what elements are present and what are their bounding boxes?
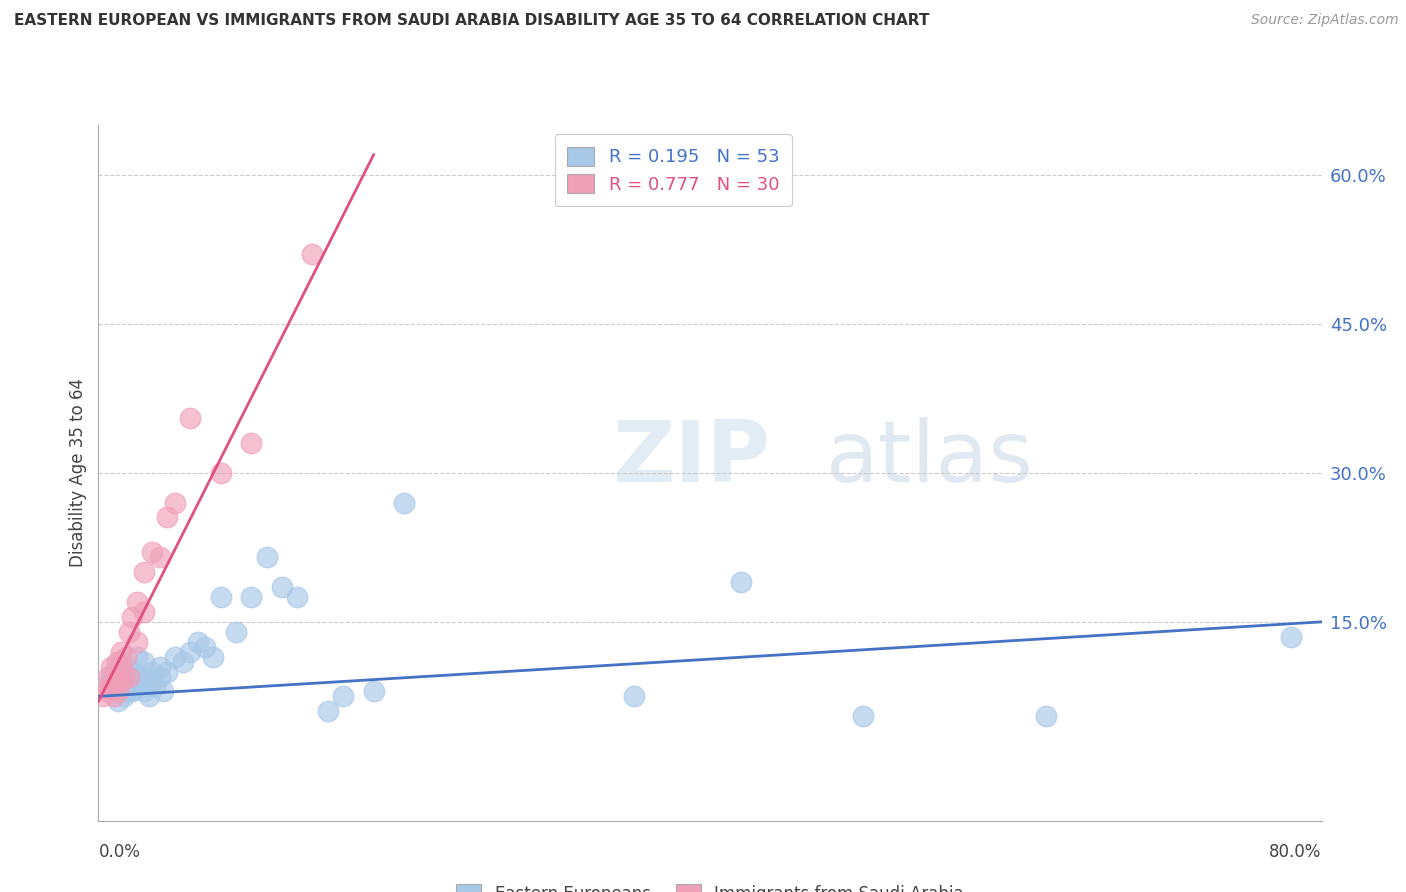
Point bbox=[125, 634, 148, 648]
Point bbox=[143, 680, 166, 694]
Point bbox=[209, 466, 232, 480]
Point bbox=[112, 690, 135, 704]
Point bbox=[110, 659, 132, 673]
Point bbox=[118, 669, 141, 683]
Point bbox=[103, 665, 125, 679]
Point bbox=[125, 649, 148, 664]
Point bbox=[156, 665, 179, 679]
Point bbox=[91, 690, 114, 704]
Point bbox=[136, 680, 159, 694]
Point bbox=[152, 684, 174, 698]
Point bbox=[118, 624, 141, 639]
Point bbox=[1035, 709, 1057, 723]
Point bbox=[301, 247, 323, 261]
Point bbox=[730, 575, 752, 590]
Point bbox=[134, 605, 156, 619]
Text: EASTERN EUROPEAN VS IMMIGRANTS FROM SAUDI ARABIA DISABILITY AGE 35 TO 64 CORRELA: EASTERN EUROPEAN VS IMMIGRANTS FROM SAUD… bbox=[14, 13, 929, 29]
Point bbox=[110, 665, 132, 679]
Point bbox=[118, 669, 141, 683]
Point bbox=[125, 680, 148, 694]
Text: 0.0%: 0.0% bbox=[98, 843, 141, 861]
Point bbox=[285, 590, 308, 604]
Point bbox=[138, 690, 160, 704]
Point bbox=[107, 684, 129, 698]
Point bbox=[270, 580, 292, 594]
Point bbox=[225, 624, 247, 639]
Point bbox=[332, 690, 354, 704]
Point bbox=[125, 595, 148, 609]
Point bbox=[316, 704, 339, 718]
Point bbox=[97, 669, 120, 683]
Point bbox=[172, 655, 194, 669]
Point bbox=[105, 655, 128, 669]
Point bbox=[110, 655, 132, 669]
Point bbox=[121, 665, 143, 679]
Point bbox=[363, 684, 385, 698]
Point bbox=[179, 411, 201, 425]
Point bbox=[100, 669, 122, 683]
Point bbox=[179, 645, 201, 659]
Point bbox=[112, 669, 135, 683]
Y-axis label: Disability Age 35 to 64: Disability Age 35 to 64 bbox=[69, 378, 87, 567]
Point bbox=[103, 674, 125, 689]
Text: Source: ZipAtlas.com: Source: ZipAtlas.com bbox=[1251, 13, 1399, 28]
Point bbox=[118, 659, 141, 673]
Point bbox=[110, 674, 132, 689]
Point bbox=[134, 565, 156, 579]
Point bbox=[149, 550, 172, 565]
Point bbox=[141, 545, 163, 559]
Point bbox=[240, 436, 263, 450]
Point bbox=[240, 590, 263, 604]
Point bbox=[623, 690, 645, 704]
Point bbox=[852, 709, 875, 723]
Point bbox=[110, 680, 132, 694]
Point bbox=[194, 640, 217, 654]
Point bbox=[100, 659, 122, 673]
Point bbox=[100, 680, 122, 694]
Text: ZIP: ZIP bbox=[612, 417, 770, 500]
Text: 80.0%: 80.0% bbox=[1270, 843, 1322, 861]
Point bbox=[105, 674, 128, 689]
Point bbox=[209, 590, 232, 604]
Point bbox=[110, 645, 132, 659]
Point bbox=[156, 510, 179, 524]
Point bbox=[121, 684, 143, 698]
Point bbox=[149, 659, 172, 673]
Legend: Eastern Europeans, Immigrants from Saudi Arabia: Eastern Europeans, Immigrants from Saudi… bbox=[450, 878, 970, 892]
Point bbox=[118, 684, 141, 698]
Point bbox=[1279, 630, 1302, 644]
Point bbox=[115, 649, 138, 664]
Point bbox=[94, 684, 117, 698]
Point bbox=[149, 669, 172, 683]
Point bbox=[129, 674, 152, 689]
Point bbox=[121, 610, 143, 624]
Point bbox=[94, 680, 117, 694]
Point bbox=[163, 495, 186, 509]
Point bbox=[107, 694, 129, 708]
Point bbox=[134, 669, 156, 683]
Text: atlas: atlas bbox=[827, 417, 1035, 500]
Point bbox=[141, 665, 163, 679]
Point bbox=[134, 684, 156, 698]
Point bbox=[187, 634, 209, 648]
Point bbox=[256, 550, 278, 565]
Point bbox=[103, 690, 125, 704]
Point bbox=[392, 495, 416, 509]
Point bbox=[125, 669, 148, 683]
Point bbox=[103, 684, 125, 698]
Point bbox=[163, 649, 186, 664]
Point bbox=[141, 674, 163, 689]
Point bbox=[134, 655, 156, 669]
Point bbox=[202, 649, 225, 664]
Point bbox=[105, 669, 128, 683]
Point bbox=[115, 674, 138, 689]
